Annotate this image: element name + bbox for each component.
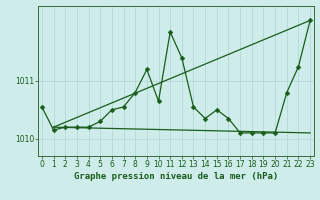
X-axis label: Graphe pression niveau de la mer (hPa): Graphe pression niveau de la mer (hPa) (74, 172, 278, 181)
